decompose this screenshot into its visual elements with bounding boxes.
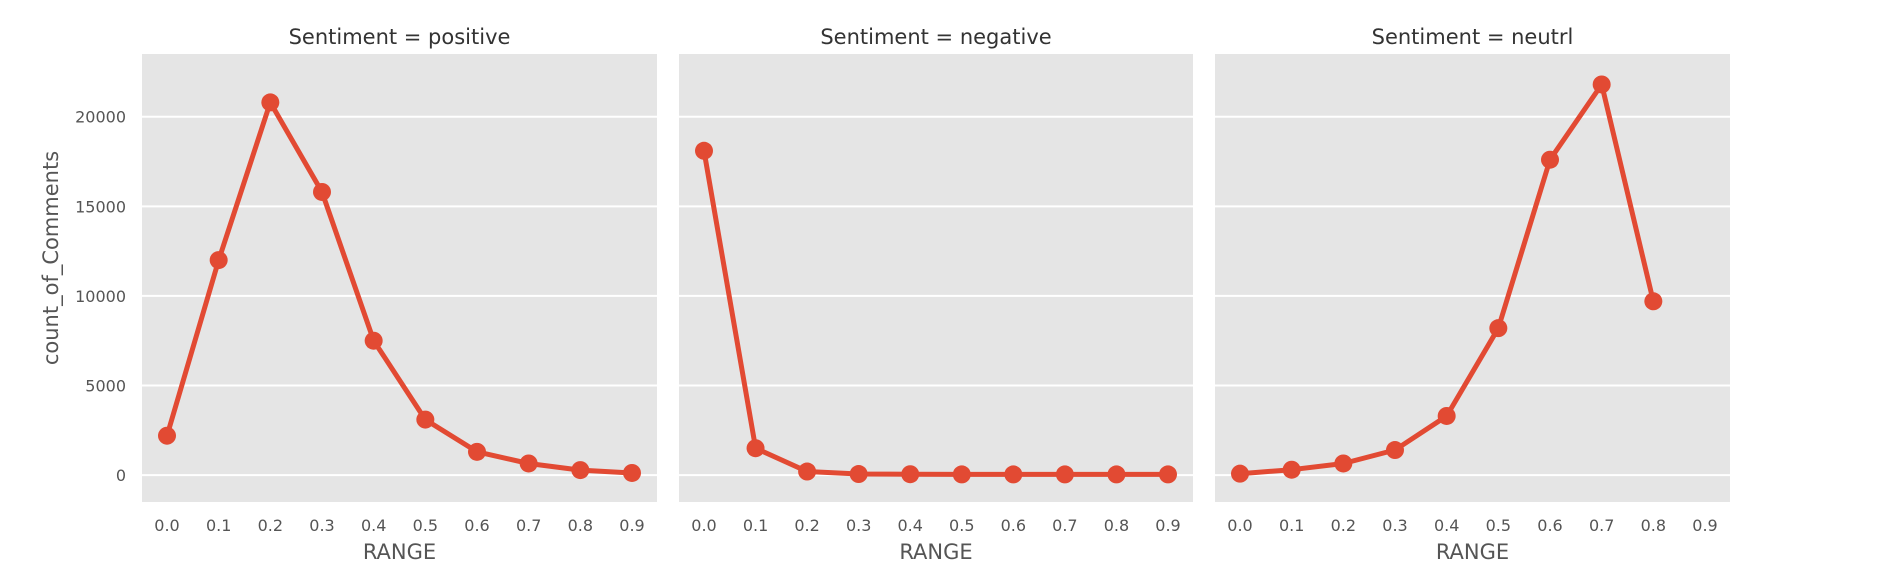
data-point [1489,319,1508,338]
data-point [158,426,176,445]
data-point [1644,292,1663,311]
x-tick-label: 0.5 [949,516,974,535]
data-point [746,439,765,458]
x-tick-label: 0.8 [568,516,593,535]
data-point [798,462,817,481]
x-tick-label: 0.5 [1486,516,1511,535]
facet-title: Sentiment = neutrl [1372,25,1574,49]
plot-panel-1 [142,54,657,502]
data-point [468,442,486,461]
x-tick-label: 0.7 [1589,516,1614,535]
x-tick-label: 0.1 [1279,516,1304,535]
data-point [519,454,538,473]
x-tick-label: 0.4 [1434,516,1459,535]
x-tick-label: 0.7 [516,516,541,535]
data-point [1231,464,1249,483]
data-point [695,141,713,160]
y-tick-label: 5000 [85,377,126,396]
data-point [313,182,331,201]
y-tick-label: 10000 [75,287,126,306]
x-tick-label: 0.9 [1692,516,1717,535]
y-tick-label: 0 [116,466,126,485]
facet-title: Sentiment = positive [289,25,511,49]
x-tick-label: 0.0 [1227,516,1252,535]
series-line [701,148,1171,477]
data-point [952,465,971,484]
data-point [209,251,228,270]
data-point [1004,465,1023,484]
data-point [1159,465,1177,484]
x-tick-label: 0.2 [258,516,283,535]
x-axis-label: RANGE [363,540,436,564]
data-point [1107,465,1126,484]
data-point [849,465,868,484]
x-tick-label: 0.3 [309,516,334,535]
data-point [623,463,641,482]
x-tick-label: 0.1 [206,516,231,535]
data-point [1334,454,1353,473]
x-tick-label: 0.9 [1155,516,1180,535]
data-point [1055,465,1074,484]
plot-panel-3 [1215,54,1730,502]
x-axis-label: RANGE [1436,540,1509,564]
data-point [1437,406,1456,425]
y-tick-label: 15000 [75,197,126,216]
y-tick-label: 20000 [75,108,126,127]
x-tick-label: 0.8 [1104,516,1129,535]
x-tick-label: 0.6 [1001,516,1026,535]
data-point [1386,441,1404,460]
data-point [1592,75,1611,94]
data-point [416,410,435,429]
x-tick-label: 0.4 [897,516,922,535]
x-tick-label: 0.5 [413,516,438,535]
x-tick-label: 0.2 [1331,516,1356,535]
x-tick-label: 0.6 [1537,516,1562,535]
data-point [261,93,280,112]
x-tick-label: 0.0 [154,516,179,535]
x-tick-label: 0.2 [794,516,819,535]
data-point [1541,150,1559,169]
plot-panel-2 [679,54,1193,502]
x-tick-label: 0.3 [1382,516,1407,535]
y-axis-label: count_of_Comments [39,151,64,365]
data-point [571,461,590,480]
facet-title: Sentiment = negative [820,25,1051,49]
series-line [164,99,635,476]
x-tick-label: 0.8 [1641,516,1666,535]
x-tick-label: 0.3 [846,516,871,535]
x-tick-label: 0.7 [1052,516,1077,535]
data-point [364,331,383,350]
data-point [901,465,920,484]
x-tick-label: 0.0 [691,516,716,535]
x-tick-label: 0.9 [619,516,644,535]
x-tick-label: 0.1 [743,516,768,535]
x-axis-label: RANGE [899,540,972,564]
x-tick-label: 0.6 [464,516,489,535]
data-point [1282,460,1301,479]
x-tick-label: 0.4 [361,516,386,535]
